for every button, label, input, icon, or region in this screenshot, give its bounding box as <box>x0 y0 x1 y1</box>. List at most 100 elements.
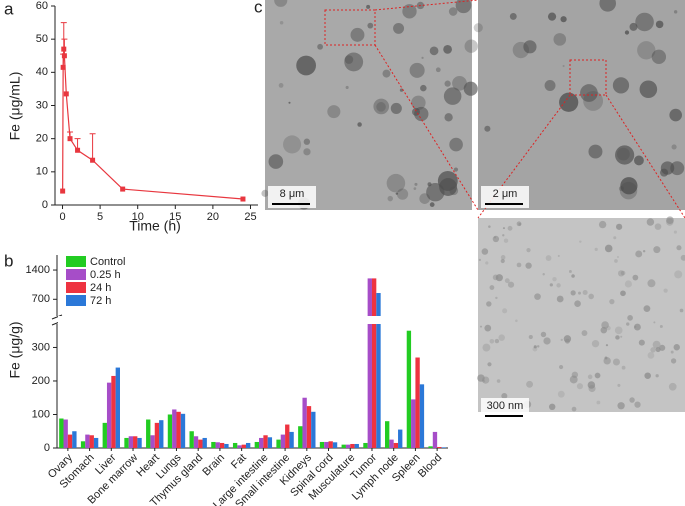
texture <box>660 168 669 177</box>
texture <box>618 185 624 192</box>
texture <box>473 23 483 33</box>
bar <box>419 384 425 448</box>
texture <box>357 122 362 127</box>
texture <box>663 288 668 293</box>
bar <box>102 422 107 448</box>
texture <box>655 20 664 29</box>
texture <box>507 281 515 288</box>
bar <box>285 424 290 448</box>
micrograph <box>478 0 685 210</box>
bar <box>345 444 351 448</box>
legend-label: 72 h <box>90 295 111 307</box>
data-point <box>60 64 66 70</box>
texture <box>534 293 541 300</box>
texture <box>495 274 503 282</box>
texture <box>484 125 491 132</box>
texture <box>492 274 499 281</box>
bar <box>106 382 112 448</box>
bar <box>85 434 90 448</box>
texture <box>536 345 540 348</box>
texture <box>616 223 623 230</box>
texture <box>571 274 575 278</box>
texture <box>464 39 478 53</box>
texture <box>668 382 677 391</box>
texture <box>429 202 435 207</box>
bar <box>237 445 242 448</box>
texture <box>557 390 565 398</box>
texture <box>580 84 598 102</box>
bar <box>311 411 316 448</box>
bar <box>332 442 338 448</box>
texture <box>443 87 462 105</box>
texture <box>633 323 641 331</box>
scale-bar-bg <box>481 398 529 420</box>
texture <box>620 177 638 195</box>
bar <box>111 375 116 448</box>
micrograph <box>478 218 685 412</box>
texture <box>670 350 674 354</box>
texture <box>666 218 674 226</box>
texture <box>495 296 498 300</box>
bar <box>354 443 359 448</box>
texture <box>479 325 483 328</box>
texture <box>600 326 608 334</box>
bar <box>267 437 273 448</box>
bar <box>393 442 399 448</box>
bar <box>154 422 160 448</box>
texture <box>366 4 371 9</box>
x-tick-label: 10 <box>132 211 144 223</box>
texture <box>278 83 284 88</box>
texture <box>594 247 598 251</box>
y-tick-label: 100 <box>32 408 50 420</box>
texture <box>367 22 374 29</box>
bar <box>363 442 368 448</box>
texture <box>588 144 603 159</box>
texture <box>673 230 677 234</box>
texture <box>411 95 426 110</box>
texture <box>642 250 646 253</box>
texture <box>615 335 620 340</box>
panel-label: b <box>4 251 13 270</box>
texture <box>482 376 490 384</box>
texture <box>488 225 491 228</box>
texture <box>557 254 560 257</box>
texture <box>620 270 626 276</box>
bar <box>215 442 220 448</box>
bar <box>137 437 142 448</box>
texture <box>578 291 581 295</box>
texture <box>525 262 532 269</box>
bar <box>319 441 325 448</box>
texture <box>489 285 495 290</box>
texture <box>420 84 427 92</box>
bar <box>241 444 246 448</box>
legend-label: Control <box>90 256 125 268</box>
y-tick-label: 0 <box>44 442 50 454</box>
zoom-box <box>324 9 376 46</box>
bar <box>328 441 333 448</box>
bar <box>398 429 403 448</box>
legend-swatch <box>66 256 86 267</box>
texture <box>507 225 513 231</box>
texture <box>350 27 365 42</box>
texture <box>614 259 618 263</box>
texture <box>444 113 453 122</box>
bar <box>441 447 446 448</box>
texture <box>317 43 323 50</box>
texture <box>327 105 341 119</box>
bar <box>124 437 129 448</box>
texture <box>627 315 633 321</box>
texture <box>617 147 630 161</box>
texture <box>616 255 619 258</box>
texture <box>560 16 567 23</box>
texture <box>617 270 625 277</box>
texture <box>386 173 406 193</box>
texture <box>620 335 623 338</box>
bar <box>254 441 260 448</box>
texture <box>647 351 655 359</box>
texture <box>587 374 593 380</box>
texture <box>540 331 547 338</box>
bar <box>80 441 86 448</box>
texture <box>283 135 302 154</box>
y-tick-label: 200 <box>32 375 50 387</box>
texture <box>619 181 638 200</box>
